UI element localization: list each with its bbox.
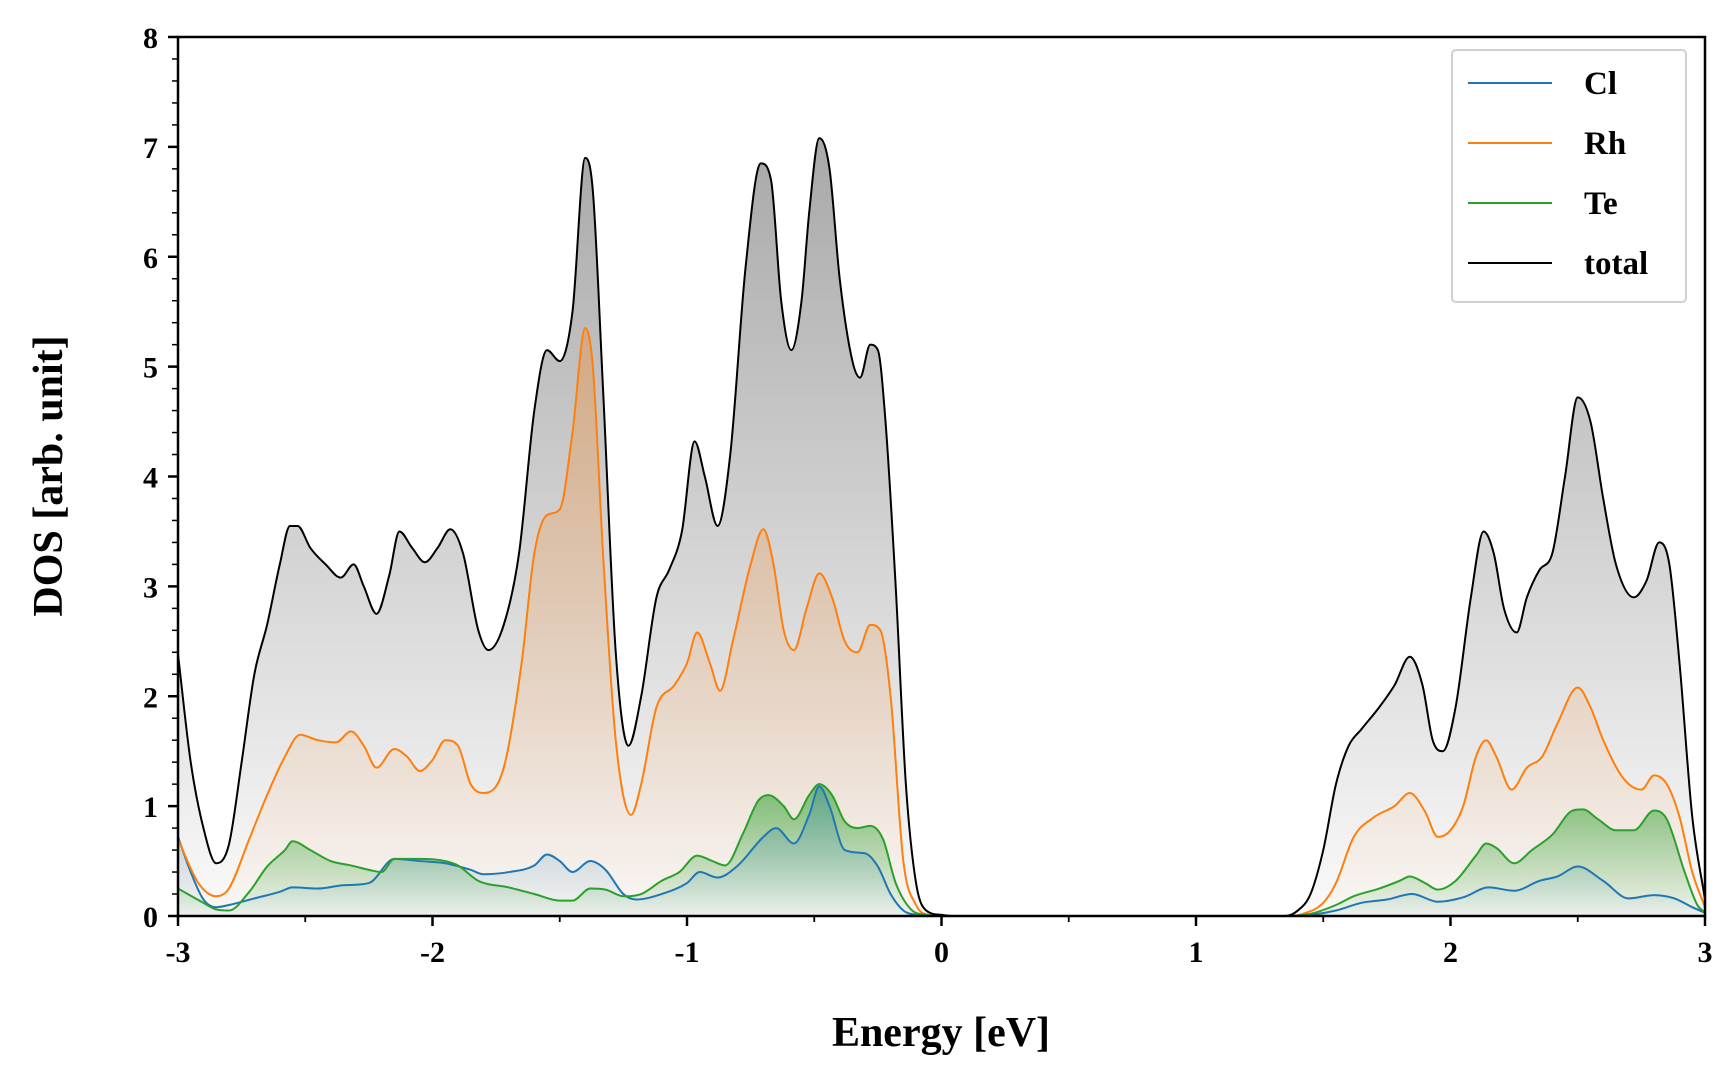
x-tick-label: -2 — [420, 936, 445, 969]
line-total — [178, 137, 1705, 916]
y-tick-label: 3 — [143, 571, 158, 604]
area-cl — [178, 786, 1705, 916]
x-axis: -3 -2 -1 0 1 2 3 — [166, 916, 1713, 969]
y-tick-label: 0 — [143, 901, 158, 934]
x-tick-label: 2 — [1443, 936, 1458, 969]
y-tick-label: 4 — [143, 462, 158, 495]
x-tick-label: 0 — [934, 936, 949, 969]
line-te — [178, 783, 1705, 916]
y-tick-label: 1 — [143, 791, 158, 824]
line-rh — [178, 327, 1705, 916]
legend-label-total: total — [1584, 246, 1648, 282]
y-tick-label: 5 — [143, 352, 158, 385]
x-tick-label: -1 — [675, 936, 700, 969]
legend-label-te: Te — [1584, 186, 1618, 222]
legend-box — [1451, 49, 1687, 303]
x-axis-title: Energy [eV] — [832, 1010, 1050, 1056]
x-tick-label: 3 — [1698, 936, 1713, 969]
legend: Cl Rh Te total — [1451, 49, 1687, 303]
area-rh — [178, 328, 1705, 916]
legend-label-cl: Cl — [1584, 66, 1617, 102]
y-axis: 0 1 2 3 4 5 6 7 8 — [143, 22, 178, 934]
series-fills — [178, 138, 1705, 916]
y-tick-label: 6 — [143, 242, 158, 275]
y-axis-title: DOS [arb. unit] — [26, 335, 72, 616]
y-tick-label: 7 — [143, 132, 158, 165]
series-lines — [178, 137, 1705, 916]
y-tick-label: 8 — [143, 22, 158, 55]
line-cl — [178, 785, 1705, 916]
legend-label-rh: Rh — [1584, 126, 1626, 162]
x-tick-label: -3 — [166, 936, 191, 969]
x-tick-label: 1 — [1189, 936, 1204, 969]
y-tick-label: 2 — [143, 681, 158, 714]
